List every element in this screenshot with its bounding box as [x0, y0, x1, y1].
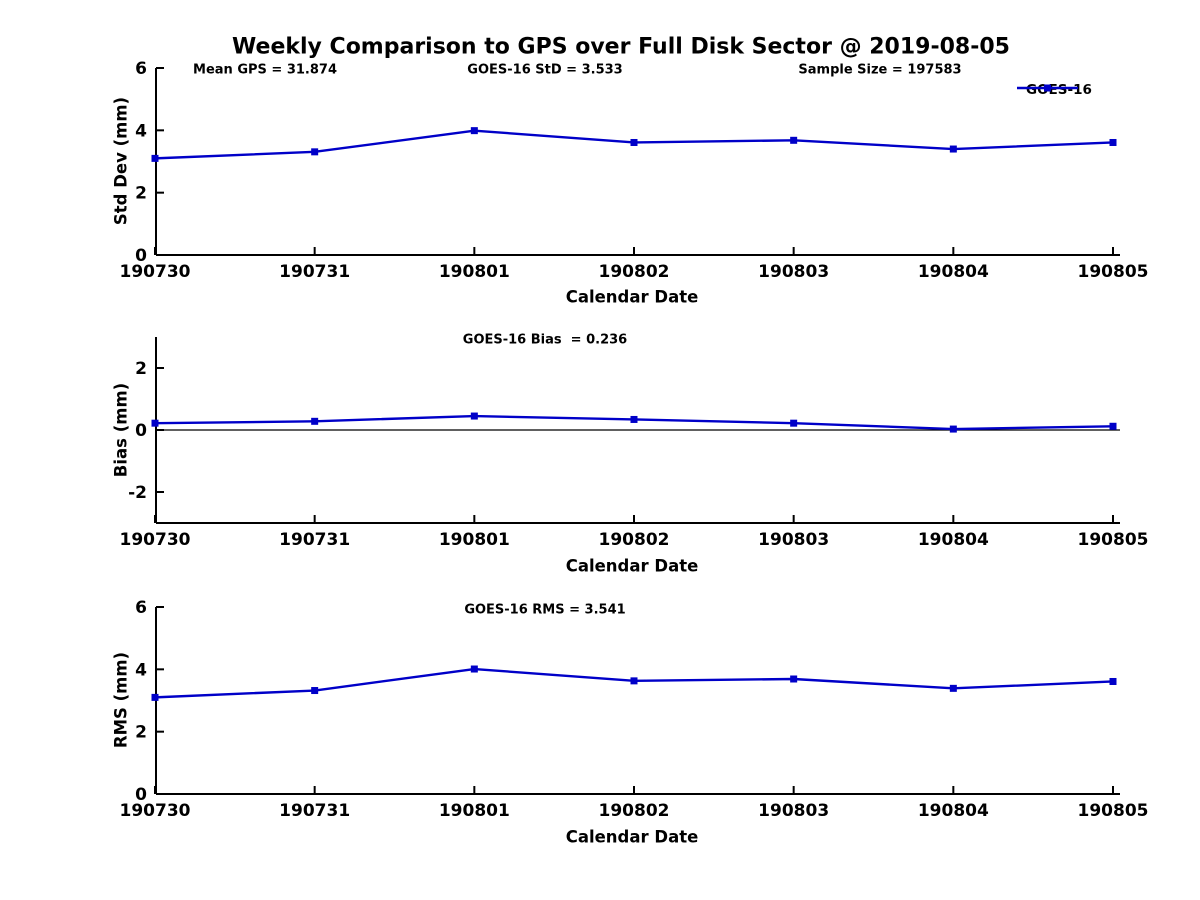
data-point-marker: [470, 665, 478, 673]
x-tick-label: 190805: [1078, 530, 1149, 550]
data-point-marker: [1109, 422, 1117, 430]
annotation-goes16-bias: GOES-16 Bias = 0.236: [462, 332, 628, 348]
legend-label: GOES-16: [1026, 82, 1092, 98]
data-point-marker: [790, 675, 798, 683]
x-tick-label: 190802: [599, 801, 670, 821]
annotation-sample-size: Sample Size = 197583: [798, 62, 962, 78]
x-axis-label-2: Calendar Date: [565, 556, 699, 576]
x-tick-label: 190730: [120, 801, 191, 821]
y-tick-label: 0: [135, 421, 147, 441]
x-tick-label: 190801: [439, 262, 510, 282]
data-point-marker: [949, 425, 957, 433]
data-point-marker: [949, 145, 957, 153]
x-tick-label: 190731: [279, 801, 350, 821]
legend-marker-square: [1044, 84, 1051, 92]
x-axis-label-3: Calendar Date: [565, 827, 699, 847]
x-tick-label: 190804: [918, 530, 989, 550]
x-tick-label: 190731: [279, 530, 350, 550]
x-tick-label: 190804: [918, 262, 989, 282]
y-tick-label: -2: [128, 483, 147, 503]
data-point-marker: [630, 415, 638, 423]
data-point-marker: [311, 148, 319, 156]
figure-title: Weekly Comparison to GPS over Full Disk …: [232, 34, 1010, 60]
data-point-marker: [311, 417, 319, 425]
data-point-marker: [1109, 138, 1117, 146]
data-point-marker: [470, 127, 478, 135]
x-tick-label: 190803: [758, 262, 829, 282]
x-tick-label: 190730: [120, 530, 191, 550]
x-tick-label: 190802: [599, 262, 670, 282]
data-point-marker: [151, 419, 159, 427]
data-point-marker: [151, 693, 159, 701]
y-tick-label: 2: [135, 723, 147, 743]
x-tick-label: 190801: [439, 801, 510, 821]
x-tick-label: 190805: [1078, 801, 1149, 821]
x-tick-label: 190803: [758, 530, 829, 550]
x-axis-label-1: Calendar Date: [565, 287, 699, 307]
y-tick-label: 4: [135, 660, 147, 680]
data-point-marker: [790, 136, 798, 144]
y-axis-label-stddev: Std Dev (mm): [111, 96, 131, 226]
y-axis-label-rms: RMS (mm): [111, 651, 131, 749]
y-tick-label: 2: [135, 359, 147, 379]
x-tick-label: 190804: [918, 801, 989, 821]
y-tick-label: 0: [135, 785, 147, 805]
data-point-marker: [151, 154, 159, 162]
x-tick-label: 190730: [120, 262, 191, 282]
y-tick-label: 6: [135, 59, 147, 79]
y-tick-label: 6: [135, 598, 147, 618]
data-point-marker: [790, 419, 798, 427]
data-point-marker: [949, 684, 957, 692]
x-tick-label: 190803: [758, 801, 829, 821]
y-tick-label: 4: [135, 121, 147, 141]
x-tick-label: 190801: [439, 530, 510, 550]
annotation-goes16-std: GOES-16 StD = 3.533: [467, 62, 623, 78]
y-tick-label: 2: [135, 184, 147, 204]
x-tick-label: 190802: [599, 530, 670, 550]
x-tick-label: 190805: [1078, 262, 1149, 282]
annotation-mean-gps: Mean GPS = 31.874: [193, 62, 337, 78]
annotation-goes16-rms: GOES-16 RMS = 3.541: [464, 602, 626, 618]
data-point-marker: [1109, 677, 1117, 685]
data-point-marker: [630, 138, 638, 146]
data-point-marker: [470, 412, 478, 420]
data-point-marker: [630, 677, 638, 685]
legend: GOES-16: [1017, 82, 1092, 98]
y-axis-label-bias: Bias (mm): [111, 382, 131, 478]
data-point-marker: [311, 687, 319, 695]
x-tick-label: 190731: [279, 262, 350, 282]
y-tick-label: 0: [135, 246, 147, 266]
